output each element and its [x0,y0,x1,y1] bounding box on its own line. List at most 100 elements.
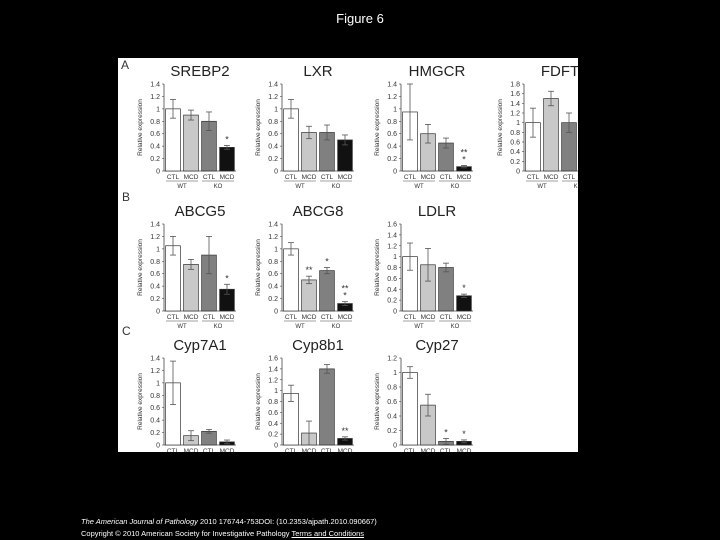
significance-label: ** [305,265,313,275]
y-tick-label: 0.6 [268,271,278,278]
y-tick-label: 1 [393,370,397,377]
y-tick-label: 1.4 [150,82,160,89]
x-tick-label: CTL [285,448,298,452]
x-tick-label: CTL [404,174,417,181]
citation: 2010 176744-753DOI: (10.2353/ajpath.2010… [199,517,377,526]
panel-label: A [121,58,129,72]
journal: The American Journal of Pathology [81,517,198,526]
y-tick-label: 0.4 [387,414,397,421]
x-tick-label: MCD [457,174,472,181]
chart-title: HMGCR [409,63,466,80]
significance-label: ** [341,426,349,436]
y-tick-label: 1.2 [268,234,278,241]
y-tick-label: 1.8 [510,82,520,89]
y-tick-label: 0 [156,443,160,450]
y-tick-label: 0 [156,169,160,176]
group-label: KO [214,184,223,190]
x-tick-label: CTL [167,448,180,452]
group-label: KO [332,184,341,190]
y-tick-label: 1 [156,106,160,113]
y-tick-label: 0.2 [387,428,397,435]
y-tick-label: 0.4 [387,287,397,294]
y-tick-label: 0 [274,169,278,176]
group-label: WT [295,184,305,190]
y-tick-label: 1.2 [387,356,397,363]
chart-title: LDLR [418,203,457,220]
chart-title: Cyp27 [415,337,458,354]
y-axis-label: Relative expression [255,239,262,296]
x-tick-label: MCD [457,448,472,452]
y-tick-label: 0.8 [387,265,397,272]
x-tick-label: MCD [302,174,317,181]
group-label: WT [177,184,187,190]
bar [543,98,559,172]
x-tick-label: CTL [321,174,334,181]
y-tick-label: 1 [156,246,160,253]
copyright-line: Copyright © 2010 American Society for In… [81,528,377,540]
x-tick-label: CTL [285,174,298,181]
y-tick-label: 0.2 [150,430,160,437]
y-tick-label: 0.4 [510,149,520,156]
x-tick-label: CTL [440,314,453,321]
y-axis-label: Relative expression [374,373,381,430]
y-tick-label: 0.8 [150,259,160,266]
y-tick-label: 0.2 [268,156,278,163]
y-tick-label: 1 [274,246,278,253]
bar [402,372,418,446]
y-tick-label: 0.8 [387,119,397,126]
bar [301,279,317,312]
figure: A B C SREBP2 Relative expression 0 0.2 0.4 0.6 0.… [118,58,578,452]
y-tick-label: 0.4 [150,418,160,425]
y-tick-label: 0.2 [268,296,278,303]
x-tick-label: CTL [285,314,298,321]
y-tick-label: 1.4 [150,356,160,363]
y-tick-label: 1 [393,106,397,113]
group-label: KO [332,324,341,330]
y-tick-label: 0.8 [150,393,160,400]
y-tick-label: 0.8 [510,130,520,137]
x-tick-label: CTL [527,174,540,181]
y-tick-label: 1.4 [387,232,397,239]
y-tick-label: 0.2 [268,432,278,439]
y-tick-label: 0.6 [510,140,520,147]
y-tick-label: 0.8 [268,119,278,126]
y-tick-label: 0.2 [387,156,397,163]
chart-title: LXR [303,63,332,80]
bar [183,264,199,312]
y-tick-label: 0.4 [387,144,397,151]
x-tick-label: CTL [203,448,216,452]
y-tick-label: 0.6 [387,131,397,138]
x-tick-label: MCD [220,174,235,181]
terms-link[interactable]: Terms and Conditions [291,529,365,538]
x-tick-label: MCD [338,314,353,321]
y-tick-label: 1.6 [387,222,397,229]
x-tick-label: CTL [321,448,334,452]
y-tick-label: 0.2 [387,298,397,305]
y-tick-label: 1 [274,106,278,113]
group-label: KO [214,324,223,330]
significance-label: * [462,429,466,439]
y-axis-label: Relative expression [137,239,144,296]
significance-label: * [462,283,466,293]
y-tick-label: 1.6 [268,356,278,363]
significance-label: * [225,273,229,283]
footer: The American Journal of Pathology 2010 1… [81,516,377,540]
y-axis-label: Relative expression [497,99,504,156]
bar [219,147,235,172]
y-axis-label: Relative expression [137,99,144,156]
y-tick-label: 1.4 [510,101,520,108]
panel-label: B [122,190,130,204]
y-tick-label: 1.2 [387,243,397,250]
y-tick-label: 0 [156,309,160,316]
group-label: WT [414,324,424,330]
x-tick-label: MCD [338,448,353,452]
y-tick-label: 1.6 [510,91,520,98]
panel-label: C [122,324,131,338]
x-tick-label: MCD [302,314,317,321]
y-tick-label: 0.6 [150,271,160,278]
y-tick-label: 0.4 [268,421,278,428]
y-tick-label: 0.8 [387,385,397,392]
bar [438,267,454,312]
y-tick-label: 0.4 [150,284,160,291]
